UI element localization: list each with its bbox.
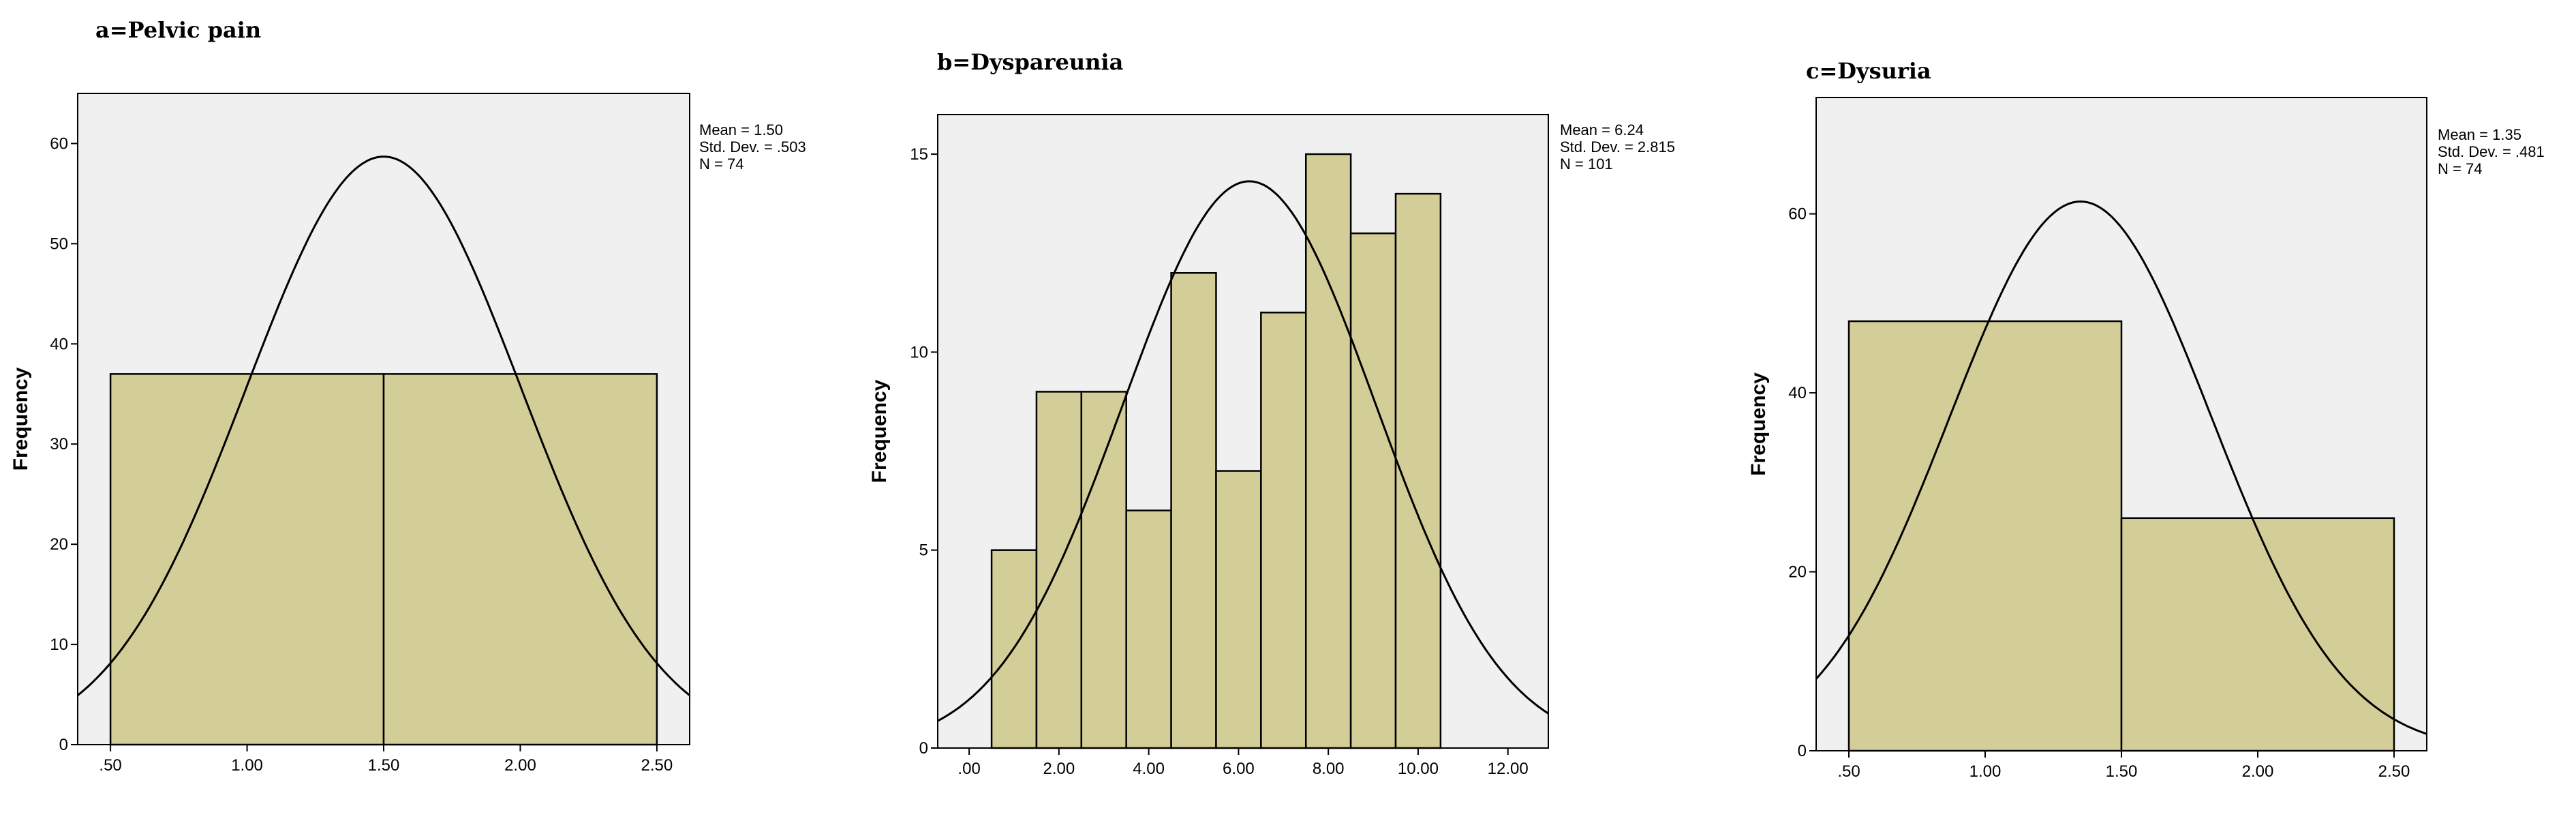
histogram-bar — [1125, 509, 1172, 749]
y-tick-label: 20 — [1788, 563, 1807, 582]
stats-annotation: Mean = 1.50 — [699, 121, 783, 138]
histogram-bar — [1847, 320, 2123, 752]
chart-panel-1: a=Pelvic pain 0 10 20 30 40 50 60 .50 1.00 1.50 2.0… — [10, 17, 806, 775]
histogram-bar — [1304, 153, 1352, 749]
y-tick-label: 5 — [919, 541, 928, 560]
y-tick-label: 0 — [1798, 742, 1807, 760]
x-tick-label: 10.00 — [1398, 760, 1439, 778]
histogram-bar — [1394, 192, 1442, 749]
x-tick-label: .00 — [957, 760, 980, 778]
stats-annotation: N = 74 — [2438, 160, 2482, 177]
y-axis-label: Frequency — [10, 367, 32, 471]
chart-panel-3: c=Dysuria 0 20 40 60 .50 1.00 1.50 2.00 2.50 Frequ… — [1747, 58, 2545, 781]
x-tick-label: 1.50 — [2106, 762, 2138, 781]
x-tick-label: 6.00 — [1223, 760, 1255, 778]
histogram-bar — [1260, 312, 1307, 749]
normal-curve — [1815, 200, 2427, 735]
stats-annotation: Mean = 6.24 — [1560, 121, 1644, 138]
y-tick-label: 10 — [910, 343, 928, 361]
x-tick-label: 8.00 — [1313, 760, 1345, 778]
histogram-bar — [1035, 391, 1083, 749]
x-tick-label: 2.00 — [1043, 760, 1075, 778]
y-axis-label: Frequency — [868, 379, 891, 483]
stats-annotation: N = 74 — [699, 155, 743, 173]
normal-curve — [77, 155, 690, 696]
x-tick-label: .50 — [99, 756, 121, 775]
x-tick-label: .50 — [1837, 762, 1860, 781]
stats-annotation: Std. Dev. = .503 — [699, 138, 806, 155]
y-tick-label: 40 — [1788, 384, 1807, 402]
y-axis-label: Frequency — [1747, 372, 1770, 476]
stats-annotation: Std. Dev. = .481 — [2438, 143, 2545, 160]
y-tick-label: 60 — [50, 134, 68, 153]
chart-title: b=Dyspareunia — [937, 49, 1123, 75]
chart-panel-2: b=Dyspareunia 0 5 10 15 .00 2.00 4.00 6.00 8.00 10… — [868, 49, 1675, 778]
x-tick-label: 1.00 — [231, 756, 263, 775]
histogram-bar — [1170, 272, 1217, 749]
y-tick-label: 40 — [50, 335, 68, 353]
x-tick-label: 1.00 — [1969, 762, 2002, 781]
x-tick-label: 2.50 — [2378, 762, 2410, 781]
y-tick-label: 60 — [1788, 205, 1807, 224]
histogram-bar — [109, 373, 385, 746]
stats-annotation: Mean = 1.35 — [2438, 126, 2521, 143]
histogram-bar — [1349, 232, 1397, 749]
chart-title: a=Pelvic pain — [95, 17, 261, 43]
x-tick-label: 2.50 — [641, 756, 673, 775]
y-tick-label: 50 — [50, 235, 68, 253]
y-tick-label: 0 — [919, 739, 928, 758]
x-tick-label: 2.00 — [2242, 762, 2274, 781]
x-tick-label: 1.50 — [368, 756, 400, 775]
stats-annotation: N = 101 — [1560, 155, 1613, 173]
histogram-bar — [1080, 391, 1127, 749]
x-tick-label: 2.00 — [504, 756, 536, 775]
histogram-bar — [1215, 470, 1262, 749]
x-tick-label: 4.00 — [1133, 760, 1165, 778]
x-tick-label: 12.00 — [1488, 760, 1529, 778]
y-tick-label: 20 — [50, 535, 68, 554]
y-tick-label: 30 — [50, 435, 68, 453]
stats-annotation: Std. Dev. = 2.815 — [1560, 138, 1675, 155]
normal-curve — [937, 180, 1549, 722]
y-tick-label: 0 — [59, 736, 68, 754]
histogram-bar — [2120, 517, 2395, 752]
y-tick-label: 15 — [910, 145, 928, 164]
histogram-bar — [382, 373, 658, 746]
y-tick-label: 10 — [50, 636, 68, 654]
chart-title: c=Dysuria — [1806, 58, 1931, 84]
